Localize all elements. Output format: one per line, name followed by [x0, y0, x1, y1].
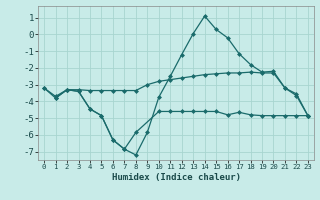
X-axis label: Humidex (Indice chaleur): Humidex (Indice chaleur)	[111, 173, 241, 182]
